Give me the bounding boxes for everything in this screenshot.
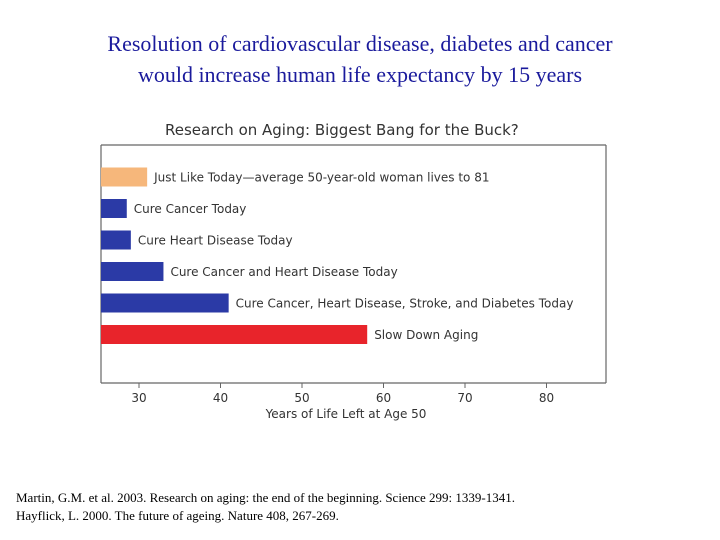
bar-label: Cure Cancer and Heart Disease Today [170,265,397,279]
x-tick-label: 70 [457,391,472,405]
x-tick-label: 40 [213,391,228,405]
bar-label: Cure Cancer, Heart Disease, Stroke, and … [236,297,574,311]
bar [101,167,148,187]
bar-label: Cure Cancer Today [134,202,247,216]
chart-title: Research on Aging: Biggest Bang for the … [165,121,519,139]
bar [101,199,127,218]
bar-label: Slow Down Aging [374,328,478,342]
bar [101,230,131,250]
slide-title-line: would increase human life expectancy by … [137,62,583,87]
x-tick-label: 60 [376,391,391,405]
bar [101,262,164,281]
ticks-layer: 30 40 50 60 70 80 [131,383,554,405]
slide-title-line: Resolution of cardiovascular disease, di… [107,31,613,56]
bar [101,293,229,313]
x-tick-label: 30 [131,391,146,405]
x-tick-label: 50 [294,391,309,405]
x-axis-label: Years of Life Left at Age 50 [265,407,427,421]
reference-item: Martin, G.M. et al. 2003. Research on ag… [16,490,515,505]
x-tick-label: 80 [539,391,554,405]
bar [101,325,368,344]
references: Martin, G.M. et al. 2003. Research on ag… [16,489,706,525]
bars-layer: Just Like Today—average 50-year-old woma… [101,167,574,344]
bar-label: Just Like Today—average 50-year-old woma… [153,171,489,185]
bar-label: Cure Heart Disease Today [138,234,293,248]
reference-item: Hayflick, L. 2000. The future of ageing.… [16,508,339,523]
slide-title: Resolution of cardiovascular disease, di… [0,28,720,90]
